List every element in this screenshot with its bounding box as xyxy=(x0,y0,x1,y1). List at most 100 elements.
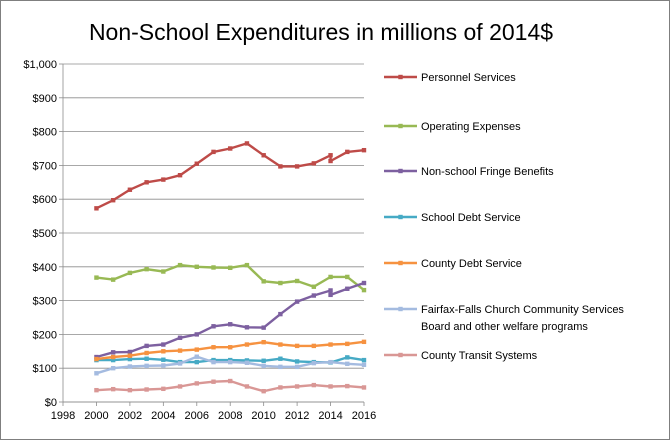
data-point xyxy=(261,388,266,394)
data-point xyxy=(211,379,216,384)
data-point xyxy=(345,341,350,347)
data-point xyxy=(110,350,116,355)
data-point xyxy=(177,361,183,366)
data-point xyxy=(278,164,283,169)
data-point xyxy=(228,265,233,271)
data-point xyxy=(177,348,183,353)
data-point xyxy=(294,359,300,364)
legend-marker xyxy=(398,123,403,129)
data-point xyxy=(127,187,133,192)
data-point xyxy=(194,381,199,386)
legend-label: Operating Expenses xyxy=(421,121,521,133)
data-point xyxy=(361,357,367,363)
data-point xyxy=(328,292,333,298)
data-point xyxy=(144,180,149,185)
data-point xyxy=(228,146,233,151)
data-point xyxy=(328,274,333,280)
legend-label: School Debt Service xyxy=(421,212,521,224)
legend-marker xyxy=(398,260,403,266)
data-point xyxy=(177,262,183,268)
x-tick-label: 1998 xyxy=(51,410,75,422)
data-point xyxy=(110,354,116,360)
data-point xyxy=(177,384,183,389)
legend-marker xyxy=(398,352,403,358)
x-tick-label: 2006 xyxy=(185,410,209,422)
data-point xyxy=(144,266,149,272)
data-point xyxy=(144,343,149,349)
data-point xyxy=(211,324,216,329)
data-point xyxy=(228,378,233,384)
data-point xyxy=(361,339,367,345)
data-point xyxy=(244,342,250,347)
data-point xyxy=(328,384,333,389)
data-point xyxy=(144,356,149,361)
legend-label: Board and other welfare programs xyxy=(421,321,588,333)
x-tick-label: 2010 xyxy=(251,410,275,422)
data-point xyxy=(211,359,216,365)
data-point xyxy=(244,325,250,330)
legend-label: Fairfax-Falls Church Community Services xyxy=(421,304,624,316)
y-tick-label: $0 xyxy=(45,397,57,409)
data-point xyxy=(294,164,300,169)
data-point xyxy=(361,362,367,368)
y-tick-label: $800 xyxy=(33,127,57,139)
x-tick-label: 2016 xyxy=(352,410,376,422)
data-point xyxy=(127,349,133,355)
data-point xyxy=(161,349,166,354)
data-point xyxy=(211,149,216,155)
data-point xyxy=(110,366,116,371)
data-point xyxy=(194,161,199,166)
data-point xyxy=(261,153,266,158)
legend-label: Non-school Fringe Benefits xyxy=(421,166,554,178)
x-tick-label: 2000 xyxy=(84,410,108,422)
data-point xyxy=(311,360,317,366)
data-point xyxy=(361,287,367,293)
data-point xyxy=(278,311,283,317)
x-tick-label: 2002 xyxy=(118,410,142,422)
data-point xyxy=(345,355,350,360)
data-point xyxy=(328,342,333,347)
data-point xyxy=(261,279,266,284)
data-point xyxy=(211,265,216,270)
data-point xyxy=(94,275,99,280)
data-point xyxy=(261,325,266,330)
data-point xyxy=(94,387,99,393)
data-point xyxy=(228,345,233,350)
data-point xyxy=(127,270,133,276)
data-point xyxy=(110,357,116,363)
data-point xyxy=(345,286,350,291)
y-tick-label: $600 xyxy=(33,194,57,206)
data-point xyxy=(278,385,283,390)
y-tick-label: $900 xyxy=(33,93,57,105)
legend-label: County Debt Service xyxy=(421,258,522,270)
data-point xyxy=(361,280,367,286)
axes xyxy=(59,63,365,406)
data-point xyxy=(127,364,133,369)
data-point xyxy=(278,342,283,347)
data-point xyxy=(294,343,300,349)
x-tick-label: 2012 xyxy=(285,410,309,422)
data-point xyxy=(244,360,250,365)
data-point xyxy=(161,177,166,182)
data-point xyxy=(161,357,166,362)
legend-label: County Transit Systems xyxy=(421,350,538,362)
data-point xyxy=(328,288,333,293)
y-tick-label: $700 xyxy=(33,160,57,172)
data-point xyxy=(311,284,317,289)
legend-marker xyxy=(398,74,403,80)
data-point xyxy=(278,280,283,286)
data-point xyxy=(261,358,266,363)
data-point xyxy=(261,363,266,369)
data-point xyxy=(194,354,199,359)
data-point xyxy=(261,339,266,345)
data-point xyxy=(144,350,149,356)
y-tick-label: $100 xyxy=(33,363,57,375)
data-point xyxy=(110,386,116,392)
y-tick-label: $300 xyxy=(33,296,57,308)
data-point xyxy=(110,277,116,282)
data-point xyxy=(144,387,149,392)
data-point xyxy=(228,322,233,327)
data-point xyxy=(194,347,199,352)
data-point xyxy=(311,161,317,166)
